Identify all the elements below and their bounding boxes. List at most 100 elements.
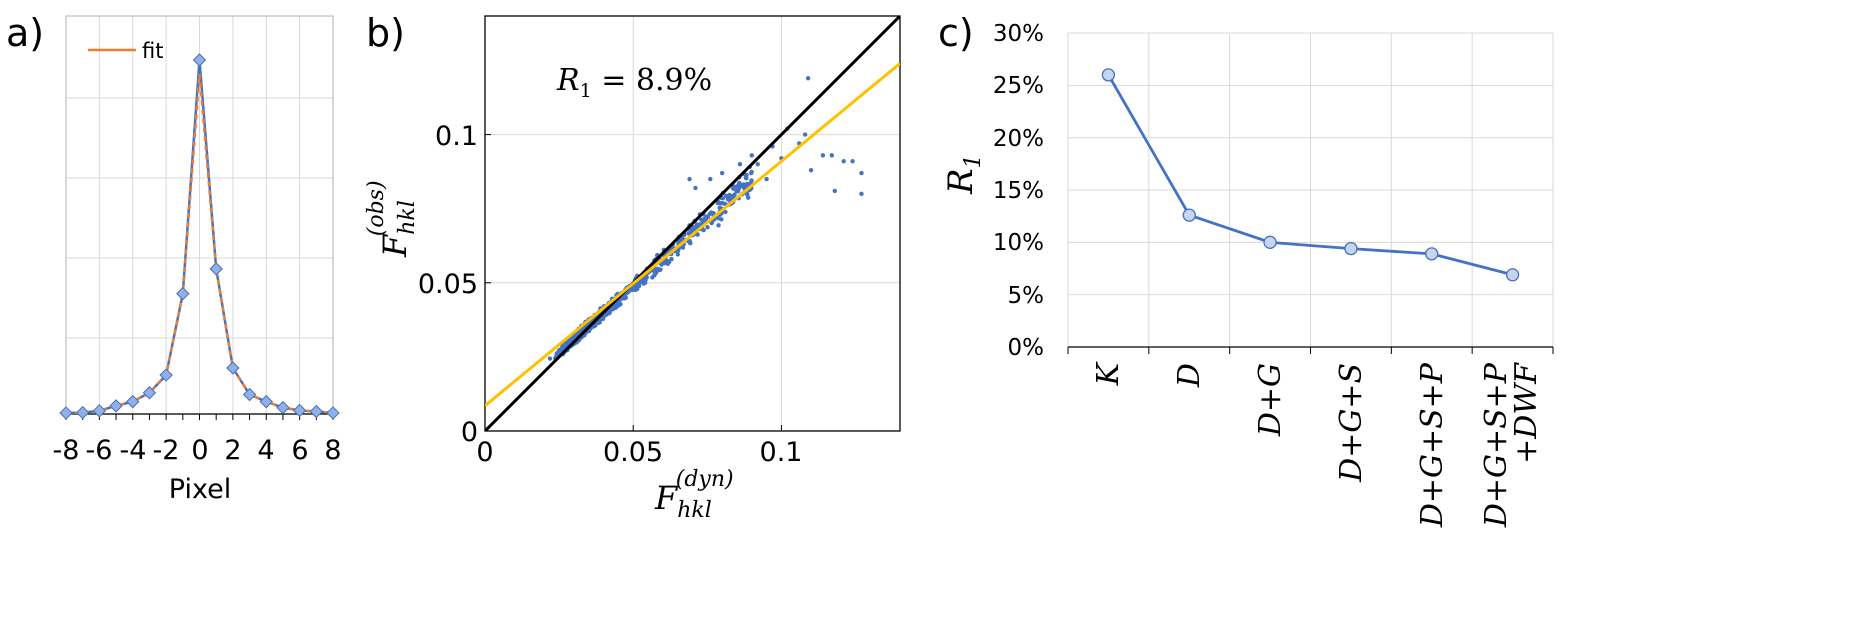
panel-c-y-label-sub: 1	[961, 154, 986, 168]
panel-c-y-tick-label: 30%	[993, 21, 1044, 47]
panel-a-tick-label: 2	[224, 435, 241, 466]
panel-b-scatter-point	[687, 239, 692, 244]
panel-c-category-label: K	[1091, 361, 1126, 386]
panel-a-data-marker	[326, 406, 340, 420]
panel-b-x-tick-labels: 0 0.05 0.1	[476, 437, 802, 468]
panel-b-scatter-point	[708, 176, 713, 182]
panel-a-data-marker	[259, 394, 273, 409]
panel-a-legend-label: fit	[142, 39, 163, 63]
panel-b-scatter-point	[693, 185, 698, 191]
panel-b-scatter-point	[744, 176, 749, 181]
panel-b-annotation-sub: 1	[580, 80, 592, 102]
panel-b-scatter-point	[743, 182, 749, 188]
panel-c-y-tick-labels: 0% 5% 10% 15% 20% 25% 30%	[993, 21, 1044, 361]
panel-c-ticks	[1067, 347, 1554, 354]
panel-c-grid	[1068, 32, 1553, 347]
panel-b-y-tick-label: 0	[461, 417, 478, 448]
panel-b-scatter-point	[734, 188, 739, 194]
panel-a-series	[59, 53, 340, 420]
panel-b-scatter-point	[669, 256, 674, 262]
panel-b-scatter-point	[705, 225, 710, 230]
panel-c-marker	[1101, 68, 1116, 82]
panel-b-scatter-point	[650, 275, 655, 280]
panel-b-scatter-point	[616, 302, 621, 307]
panel-b-x-label-sub: hkl	[677, 498, 712, 523]
panel-b-x-label-main: F	[654, 479, 679, 517]
panel-c-category-label: D+G+S+P	[1415, 362, 1450, 528]
panel-b-x-tick-label: 0.05	[603, 437, 663, 468]
panel-a-tick-label: 0	[191, 435, 208, 466]
panel-b-scatter-point	[749, 153, 754, 158]
panel-b-scatter-point	[675, 252, 680, 257]
panel-a-data-marker	[75, 405, 90, 420]
panel-a-data-marker	[209, 262, 223, 276]
panel-b-x-tick-label: 0	[476, 437, 493, 468]
panel-b-annotation-value: = 8.9%	[592, 63, 712, 98]
panel-b-scatter-point	[642, 280, 648, 285]
panel-a-data-marker	[109, 399, 123, 413]
panel-c-line	[1107, 74, 1513, 277]
panel-b-x-tick-label: 0.1	[760, 437, 803, 468]
panel-a-tick-label: -6	[86, 435, 113, 466]
panel-b-scatter-point	[719, 170, 725, 176]
panel-c-series	[1101, 68, 1520, 282]
panel-a-data-marker	[176, 286, 190, 301]
panel-b-annotation-r: R	[556, 63, 580, 98]
panel-b-scatter-point	[716, 223, 721, 228]
panel-b-scatter-point	[829, 153, 835, 158]
panel-c-marker	[1344, 241, 1358, 256]
panel-b-y-label-main: F	[376, 233, 414, 258]
panel-b-y-tick-label: 0.05	[418, 269, 478, 300]
panel-b-scatter-point	[805, 76, 811, 81]
panel-b-scatter-point	[703, 216, 708, 221]
panel-b-grid	[485, 16, 900, 431]
panel-c-y-tick-label: 25%	[993, 73, 1044, 99]
panel-c-y-tick-label: 15%	[993, 178, 1044, 204]
panel-c-marker	[1182, 208, 1196, 222]
panel-b-scatter-point	[808, 167, 814, 173]
panel-a-tick-label: -8	[53, 435, 80, 466]
panel-b-scatter-point	[859, 170, 864, 176]
panel-b-x-label-sup: (dyn)	[676, 467, 734, 492]
panel-b-scatter-point	[633, 287, 638, 293]
panel-b-scatter-point	[820, 153, 826, 158]
panel-a-x-label: Pixel	[169, 474, 231, 505]
panel-b-scatter-point	[719, 217, 724, 222]
panel-b-y-label-sub: hkl	[395, 200, 420, 235]
panel-a-tick-label: -4	[120, 435, 147, 466]
panel-c-category-label: D	[1172, 363, 1207, 388]
panel-b-scatter-point	[560, 346, 565, 351]
panel-b-scatter-point	[569, 337, 574, 342]
panel-a-legend: fit	[88, 39, 163, 63]
panel-b-scatter-point	[691, 225, 696, 230]
panel-b-scatter-point	[859, 191, 864, 197]
panel-c-y-label: R1	[941, 154, 986, 195]
panel-a-data-marker	[92, 404, 107, 418]
panel-b-scatter-point	[745, 192, 750, 197]
panel-b-label: b)	[366, 11, 405, 55]
panel-a-data-marker	[309, 404, 324, 419]
panel-b: b) 0 0.05 0.1 0 0.05 0.1 R1 = 8.9% Fhkl(…	[364, 11, 901, 523]
panel-a-tick-label: 6	[291, 435, 308, 466]
panel-c: c) 0% 5% 10% 15% 20% 25% 30% R1 K D D+G …	[938, 11, 1554, 528]
panel-b-scatter-points	[547, 76, 864, 361]
panel-b-scatter-point	[715, 216, 721, 221]
panel-c-y-tick-label: 10%	[993, 230, 1044, 256]
panel-b-y-label: Fhkl(obs)	[364, 180, 420, 258]
panel-b-x-label: Fhkl (dyn)	[654, 467, 734, 523]
panel-b-scatter-point	[661, 261, 667, 266]
panel-b-scatter-point	[725, 194, 731, 200]
panel-c-category-labels: K D D+G D+G+S D+G+S+P D+G+S+P +DWF	[1091, 361, 1544, 528]
panel-a-data-marker	[159, 368, 173, 382]
panel-b-scatter-point	[832, 188, 837, 194]
panel-a-data-marker	[126, 394, 140, 409]
panel-b-scatter-point	[755, 162, 760, 167]
panel-b-scatter-point	[694, 222, 700, 227]
panel-b-scatter-point	[711, 211, 716, 216]
panel-b-plot-frame	[484, 15, 901, 432]
panel-b-scatter-point	[687, 176, 692, 182]
panel-a-ticks	[65, 414, 334, 420]
panel-a-data-marker	[192, 53, 207, 67]
panel-b-scatter-point	[841, 159, 846, 164]
panel-b-scatter-point	[802, 132, 808, 137]
